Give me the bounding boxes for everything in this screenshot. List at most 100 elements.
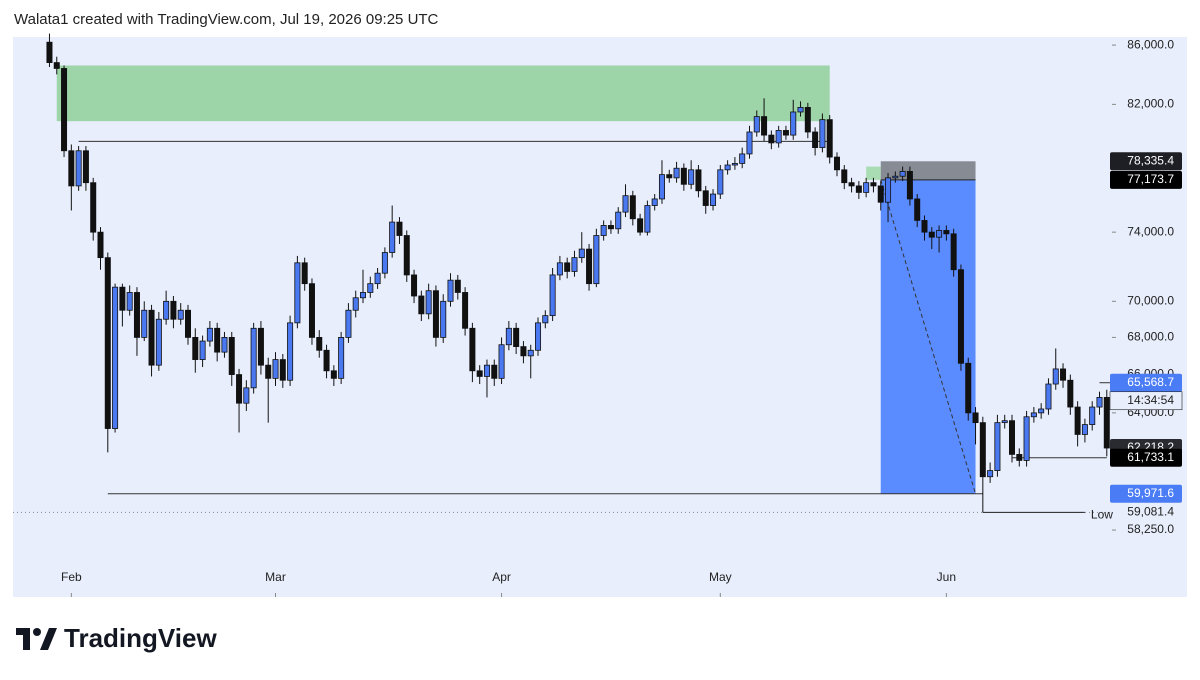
candle-body [148, 309, 155, 366]
candle-body [403, 235, 410, 276]
candle-body [812, 131, 819, 149]
candle-body [1052, 368, 1059, 385]
candle-body [1060, 368, 1067, 381]
price-label: 65,568.7 [1127, 375, 1174, 389]
price-badge [1110, 170, 1182, 189]
candle-body [112, 286, 119, 429]
candle-body [192, 337, 199, 360]
x-tick-label: Feb [61, 570, 82, 584]
candle-body [622, 195, 629, 213]
candle-body [914, 198, 921, 221]
candle-body [432, 290, 439, 338]
candle-body [950, 233, 957, 271]
candle-body [272, 359, 279, 379]
candle-body [1023, 416, 1030, 461]
candle-body [673, 167, 680, 179]
candle-body [753, 116, 760, 133]
countdown: 14:34:54 [1127, 393, 1174, 407]
candle-body [221, 337, 228, 353]
low-label: Low [1091, 508, 1113, 522]
candle-body [308, 283, 315, 338]
candle-body [702, 190, 709, 206]
candle-body [338, 337, 345, 379]
candle-body [629, 195, 636, 220]
x-tick-label: Apr [492, 570, 511, 584]
logo: TradingView [16, 623, 217, 653]
candle-body [936, 230, 943, 238]
candle-body [885, 177, 892, 203]
candle-body [476, 370, 483, 377]
candle-body [345, 309, 352, 338]
candle-body [75, 150, 82, 187]
candle-body [833, 156, 840, 171]
candle-body [243, 387, 250, 404]
candle-body [527, 349, 534, 357]
y-tick-label: 58,250.0 [1127, 522, 1174, 536]
candle-body [104, 257, 111, 429]
candle-body [1089, 406, 1096, 425]
x-tick-label: Mar [265, 570, 286, 584]
candle-body [155, 318, 162, 366]
candle-body [921, 220, 928, 233]
candle-body [855, 185, 862, 193]
candle-body [126, 292, 133, 311]
candle-body [761, 116, 768, 136]
candle-body [535, 322, 542, 351]
candle-body [498, 344, 505, 379]
candle-body [717, 169, 724, 195]
candle-body [892, 175, 899, 179]
y-tick-label: 82,000.0 [1127, 97, 1174, 111]
candle-body [768, 134, 775, 144]
candle-body [279, 359, 286, 381]
candle-body [185, 309, 192, 338]
candle-body [330, 370, 337, 379]
candle-body [1074, 406, 1081, 435]
candle-body [53, 62, 60, 69]
candle-body [1001, 420, 1008, 424]
candle-body [425, 290, 432, 315]
candle-body [294, 262, 301, 324]
candle-body [644, 205, 651, 233]
candle-body [389, 221, 396, 253]
candle-body [607, 225, 614, 230]
candle-body [469, 327, 476, 372]
candle-body [688, 169, 695, 185]
y-tick-label: 68,000.0 [1127, 330, 1174, 344]
candle-body [972, 412, 979, 424]
candle-body [250, 327, 257, 389]
candle-body [97, 231, 104, 259]
candle-body [1016, 454, 1023, 461]
candle-body [1103, 397, 1110, 449]
candle-body [454, 279, 461, 293]
candle-body [870, 182, 877, 187]
candle-body [418, 295, 425, 315]
candle-body [1038, 408, 1045, 414]
candle-body [177, 309, 184, 320]
candle-body [746, 131, 753, 155]
candle-body [396, 221, 403, 236]
candle-body [637, 218, 644, 233]
candle-body [68, 150, 75, 187]
candle-body [367, 283, 374, 293]
candle-body [119, 286, 126, 311]
x-tick-label: Jun [937, 570, 956, 584]
candle-body [257, 327, 264, 366]
candle-body [739, 153, 746, 164]
candle-body [600, 225, 607, 236]
candle-body [957, 269, 964, 364]
candle-body [1096, 397, 1103, 408]
price-label: 78,335.4 [1127, 153, 1174, 167]
candle-body [775, 130, 782, 144]
candle-body [360, 292, 367, 299]
candle-body [556, 262, 563, 276]
candle-body [411, 274, 418, 297]
x-tick-label: May [709, 570, 732, 584]
trade-path [880, 179, 977, 494]
price-label: 61,733.1 [1127, 450, 1174, 464]
candle-body [46, 41, 53, 63]
candle-body [133, 292, 140, 338]
candle-body [724, 164, 731, 171]
candle-body [658, 174, 665, 200]
candle-body [447, 279, 454, 302]
